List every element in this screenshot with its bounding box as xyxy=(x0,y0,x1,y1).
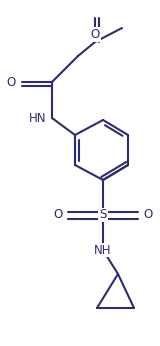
Text: O: O xyxy=(7,75,16,89)
Text: O: O xyxy=(90,28,100,41)
Text: S: S xyxy=(99,209,107,221)
Text: NH: NH xyxy=(94,244,112,256)
Text: O: O xyxy=(54,209,63,221)
Text: O: O xyxy=(143,209,152,221)
Text: HN: HN xyxy=(28,111,46,125)
